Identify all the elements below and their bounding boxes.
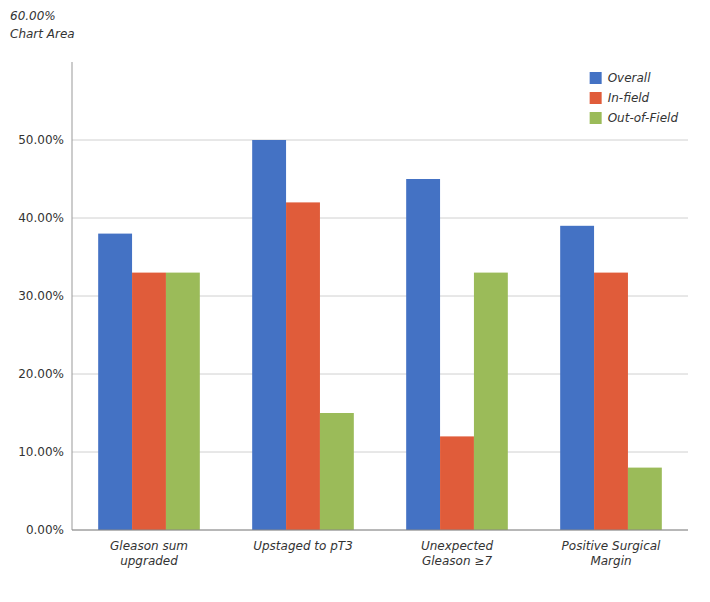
y-tick-label: 20.00% [18,367,64,381]
bar [286,202,320,530]
x-tick-label: UnexpectedGleason ≥7 [421,539,494,568]
x-tick-label: Positive SurgicalMargin [562,539,662,568]
legend-swatch [590,112,602,124]
bars [98,140,662,530]
bar [474,273,508,530]
legend-label: In-field [608,91,650,105]
legend-swatch [590,72,602,84]
grid-line [72,218,688,219]
y-tick-label: 50.00% [18,133,64,147]
y-tick-label: 40.00% [18,211,64,225]
annotation: 60.00% [10,9,56,23]
y-axis-line [72,62,73,530]
bar [166,273,200,530]
chart: 60.00% Chart Area 0.00% 10.00% 20.00% 30.00% 4… [0,0,710,602]
bar [440,436,474,530]
bar [252,140,286,530]
bar [628,468,662,530]
y-tick-label: 30.00% [18,289,64,303]
x-tick-label: Upstaged to pT3 [253,539,353,553]
legend-label: Out-of-Field [608,111,679,125]
grid-line [72,530,688,531]
bar [320,413,354,530]
bar [560,226,594,530]
x-tick-label: Gleason sumupgraded [110,539,188,568]
y-tick-label: 0.00% [26,523,64,537]
bar [406,179,440,530]
legend-label: Overall [608,71,652,85]
legend: Overall In-field Out-of-Field [590,71,679,125]
x-axis: Gleason sumupgraded Upstaged to pT3 Unexpe… [110,539,661,568]
bar [98,234,132,530]
bar [132,273,166,530]
x-axis-line [72,530,688,531]
grid-line [72,140,688,141]
bar [594,273,628,530]
legend-swatch [590,92,602,104]
y-axis: 0.00% 10.00% 20.00% 30.00% 40.00% 50.00% [18,62,688,537]
annotation: Chart Area [10,27,75,41]
y-tick-label: 10.00% [18,445,64,459]
